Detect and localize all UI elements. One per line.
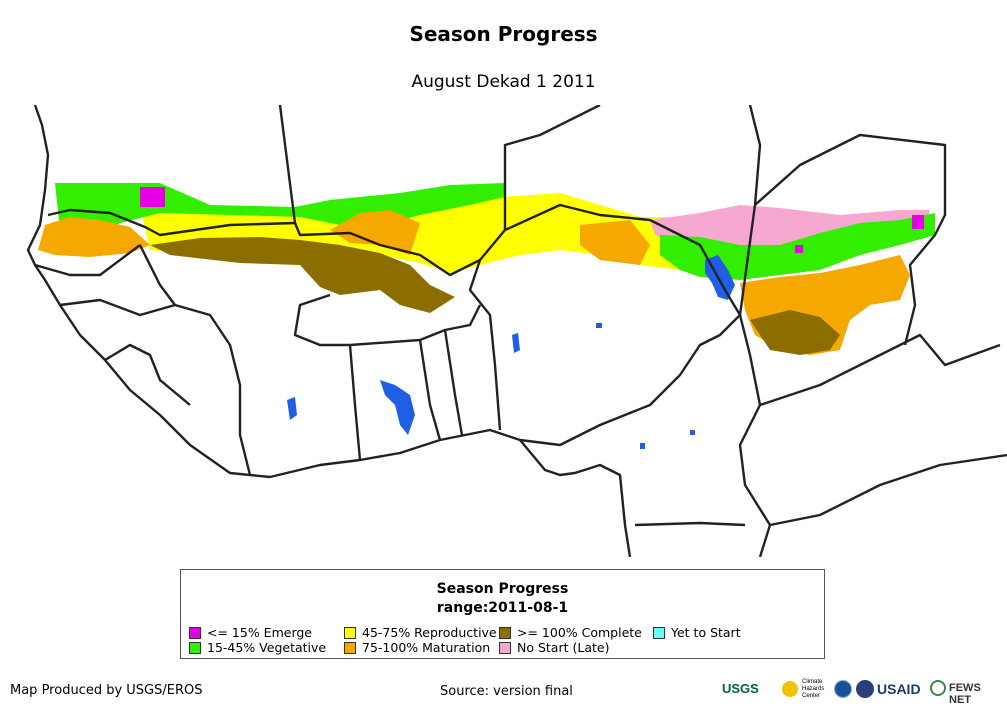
legend-item-emerge: <= 15% Emerge	[189, 626, 312, 640]
water-spot-2	[690, 430, 695, 435]
legend-title: Season Progress	[436, 581, 569, 597]
water-spot-1	[596, 323, 602, 328]
border-togo-benin	[443, 329, 464, 436]
usaid-logo: USAID	[877, 681, 921, 697]
border-cameroon	[738, 314, 772, 557]
lake-kainji	[512, 333, 520, 353]
zone-emerge-3	[795, 245, 803, 253]
lake-kossou	[287, 397, 297, 420]
border-sierra-leone	[104, 343, 191, 406]
border-ivory-ghana	[348, 344, 362, 461]
coastline	[26, 105, 632, 557]
producer-credit: Map Produced by USGS/EROS	[10, 683, 203, 698]
border-gabon	[634, 521, 746, 527]
zone-maturation-mid2	[580, 220, 650, 265]
legend-item-reproductive: 45-75% Reproductive	[344, 626, 497, 640]
zone-complete-east	[750, 310, 840, 355]
zone-emerge-1	[140, 187, 165, 207]
legend-label-no-start: No Start (Late)	[517, 640, 610, 655]
legend-item-maturation: 75-100% Maturation	[344, 641, 490, 655]
legend-swatch-reproductive	[344, 627, 356, 639]
legend-swatch-maturation	[344, 642, 356, 654]
border-car	[759, 333, 1001, 407]
border-nigeria	[468, 259, 502, 431]
legend: Season Progress range:2011-08-1 <= 15% E…	[180, 569, 825, 659]
border-car-south	[769, 453, 1007, 527]
water-bodies	[287, 255, 735, 449]
legend-swatch-no-start	[499, 642, 511, 654]
legend-item-complete: >= 100% Complete	[499, 626, 642, 640]
legend-label-yet-to-start: Yet to Start	[671, 625, 741, 640]
chc-logo-icon	[782, 681, 798, 697]
legend-range: range:2011-08-1	[436, 600, 569, 616]
border-niger-chad	[504, 105, 762, 317]
legend-label-vegetative: 15-45% Vegetative	[207, 640, 327, 655]
border-mali-guinea	[138, 244, 252, 476]
border-nigeria-east	[519, 314, 741, 447]
noaa-logo	[834, 680, 852, 698]
legend-swatch-yet-to-start	[653, 627, 665, 639]
legend-item-vegetative: 15-45% Vegetative	[189, 641, 326, 655]
legend-item-no-start: No Start (Late)	[499, 641, 609, 655]
legend-label-complete: >= 100% Complete	[517, 625, 642, 640]
legend-swatch-vegetative	[189, 642, 201, 654]
border-chad-east	[754, 133, 947, 346]
source-note: Source: version final	[440, 684, 573, 699]
border-burkina	[293, 293, 482, 347]
map-title: Season Progress	[409, 22, 598, 46]
border-senegal	[34, 244, 141, 277]
border-mali-east	[293, 105, 601, 277]
chc-logo: Climate Hazards Center	[802, 679, 825, 699]
border-guinea	[59, 298, 176, 317]
season-zones	[38, 183, 935, 355]
map-canvas	[26, 105, 1007, 557]
legend-label-maturation: 75-100% Maturation	[362, 640, 491, 655]
fews-globe-icon	[930, 680, 946, 696]
country-borders	[26, 105, 1007, 557]
legend-item-yet-to-start: Yet to Start	[653, 626, 741, 640]
legend-swatch-emerge	[189, 627, 201, 639]
usaid-seal-icon	[856, 680, 874, 698]
legend-label-reproductive: 45-75% Reproductive	[362, 625, 497, 640]
lake-volta	[380, 380, 415, 435]
legend-label-emerge: <= 15% Emerge	[207, 625, 312, 640]
border-ghana-togo	[418, 339, 442, 441]
map-subtitle: August Dekad 1 2011	[411, 72, 596, 92]
zone-emerge-2	[912, 215, 924, 229]
usgs-logo: USGS	[722, 681, 759, 696]
fews-logo: FEWS NET	[949, 682, 981, 706]
legend-swatch-complete	[499, 627, 511, 639]
water-spot-3	[640, 443, 645, 449]
zone-maturation-west	[38, 217, 150, 257]
partner-logos: USGS Climate Hazards Center USAID FEWS N…	[722, 679, 1002, 706]
zone-maturation-mid	[330, 210, 420, 255]
border-mauritania	[47, 105, 297, 237]
zone-complete-west	[150, 237, 455, 313]
